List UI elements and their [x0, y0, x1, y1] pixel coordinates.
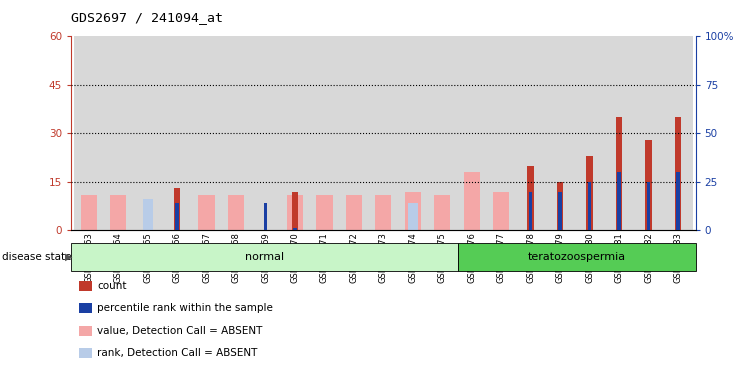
- Bar: [310, 36, 339, 230]
- Text: disease state: disease state: [2, 252, 72, 262]
- Bar: [316, 195, 333, 230]
- Text: value, Detection Call = ABSENT: value, Detection Call = ABSENT: [97, 326, 263, 336]
- Bar: [616, 117, 622, 230]
- Text: count: count: [97, 281, 126, 291]
- Bar: [375, 195, 391, 230]
- Bar: [676, 172, 680, 230]
- Bar: [408, 203, 418, 230]
- Bar: [675, 117, 681, 230]
- Bar: [175, 203, 179, 230]
- Text: normal: normal: [245, 252, 284, 262]
- Bar: [604, 36, 634, 230]
- Bar: [162, 36, 191, 230]
- Bar: [493, 192, 509, 230]
- Bar: [74, 36, 103, 230]
- Bar: [143, 199, 153, 230]
- Text: percentile rank within the sample: percentile rank within the sample: [97, 303, 273, 313]
- Bar: [81, 195, 96, 230]
- Bar: [575, 36, 604, 230]
- Bar: [228, 195, 244, 230]
- Bar: [458, 243, 696, 271]
- Bar: [588, 182, 592, 230]
- Bar: [617, 172, 621, 230]
- Bar: [110, 195, 126, 230]
- Bar: [486, 36, 516, 230]
- Text: ▶: ▶: [65, 252, 73, 262]
- Bar: [174, 189, 180, 230]
- Bar: [287, 195, 303, 230]
- Bar: [634, 36, 663, 230]
- Bar: [191, 36, 221, 230]
- Bar: [527, 166, 534, 230]
- Bar: [516, 36, 545, 230]
- Text: teratozoospermia: teratozoospermia: [527, 252, 626, 262]
- Bar: [647, 182, 650, 230]
- Bar: [558, 192, 562, 230]
- Bar: [586, 156, 593, 230]
- Bar: [346, 195, 362, 230]
- Bar: [557, 182, 563, 230]
- Bar: [133, 36, 162, 230]
- Bar: [103, 36, 133, 230]
- Bar: [251, 36, 280, 230]
- Text: GDS2697 / 241094_at: GDS2697 / 241094_at: [71, 12, 223, 25]
- Bar: [405, 192, 421, 230]
- Bar: [198, 195, 215, 230]
- Bar: [71, 243, 458, 271]
- Bar: [292, 192, 298, 230]
- Text: rank, Detection Call = ABSENT: rank, Detection Call = ABSENT: [97, 348, 257, 358]
- Bar: [339, 36, 369, 230]
- Bar: [280, 36, 310, 230]
- Bar: [529, 192, 533, 230]
- Bar: [464, 172, 479, 230]
- Bar: [398, 36, 428, 230]
- Bar: [457, 36, 486, 230]
- Bar: [293, 228, 297, 230]
- Bar: [221, 36, 251, 230]
- Bar: [646, 140, 652, 230]
- Bar: [264, 203, 267, 230]
- Bar: [369, 36, 398, 230]
- Bar: [428, 36, 457, 230]
- Bar: [434, 195, 450, 230]
- Bar: [663, 36, 693, 230]
- Bar: [545, 36, 575, 230]
